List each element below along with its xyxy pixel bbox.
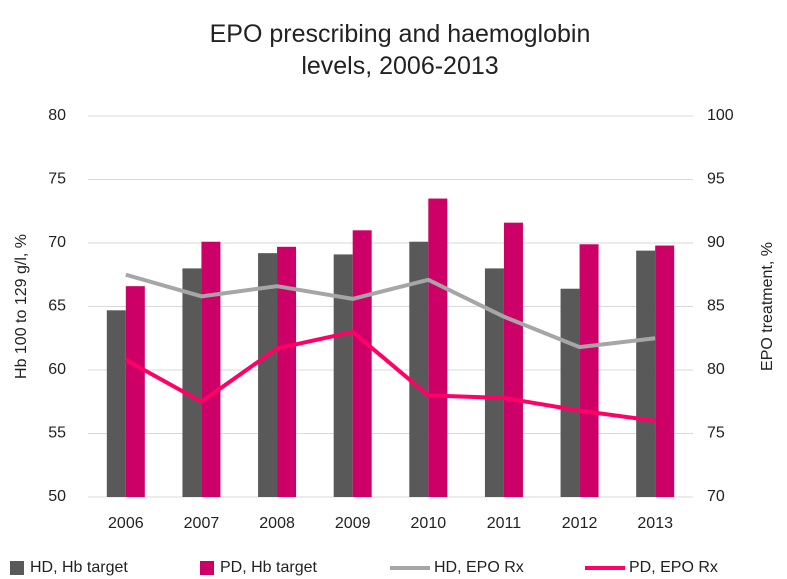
- bar: [125, 286, 145, 497]
- x-tick-label: 2008: [259, 515, 295, 532]
- x-tick-label: 2006: [108, 515, 144, 532]
- bar: [428, 198, 448, 498]
- x-tick-label: 2013: [637, 515, 673, 532]
- line: [125, 272, 656, 350]
- x-tick-label: 2007: [184, 515, 220, 532]
- x-tick-label: 2010: [411, 515, 447, 532]
- legend-swatch: [10, 561, 24, 575]
- y-tick-label: 60: [48, 361, 66, 378]
- y-tick-label: 65: [48, 298, 66, 315]
- y2-tick-label: 75: [707, 425, 725, 442]
- legend-label: PD, EPO Rx: [629, 559, 718, 576]
- y-tick-label: 75: [48, 171, 66, 188]
- bar: [560, 288, 580, 497]
- bar: [277, 246, 297, 497]
- bar: [182, 268, 202, 497]
- legend-swatch: [200, 561, 214, 575]
- bar: [106, 310, 126, 497]
- bar: [636, 250, 656, 497]
- bar: [352, 230, 372, 498]
- bar: [503, 222, 523, 497]
- y2-tick-label: 100: [707, 107, 734, 124]
- x-tick-label: 2011: [487, 515, 522, 532]
- y-axis-label: Hb 100 to 129 g/l, %: [13, 234, 30, 379]
- y-tick-label: 80: [48, 107, 66, 124]
- legend-label: PD, Hb target: [220, 559, 317, 576]
- x-tick-label: 2012: [562, 515, 598, 532]
- chart-title: EPO prescribing and haemoglobin levels, …: [209, 20, 591, 80]
- legend-label: HD, Hb target: [30, 559, 128, 576]
- bar: [409, 241, 429, 497]
- y2-tick-label: 70: [707, 488, 725, 505]
- y2-tick-label: 90: [707, 234, 725, 251]
- x-tick-label: 2009: [335, 515, 371, 532]
- y2-tick-label: 85: [707, 298, 725, 315]
- bar: [655, 245, 675, 497]
- line: [124, 329, 656, 423]
- y2-tick-label: 95: [707, 171, 725, 188]
- y-tick-label: 55: [48, 425, 66, 442]
- legend-label: HD, EPO Rx: [434, 559, 524, 576]
- bar: [579, 244, 599, 497]
- y-tick-label: 70: [48, 234, 66, 251]
- y-tick-label: 50: [48, 488, 66, 505]
- bar: [484, 268, 504, 497]
- bar: [258, 253, 278, 497]
- y2-tick-label: 80: [707, 361, 725, 378]
- bar: [333, 254, 353, 497]
- bar: [201, 241, 221, 497]
- y2-axis-label: EPO treatment, %: [759, 242, 776, 371]
